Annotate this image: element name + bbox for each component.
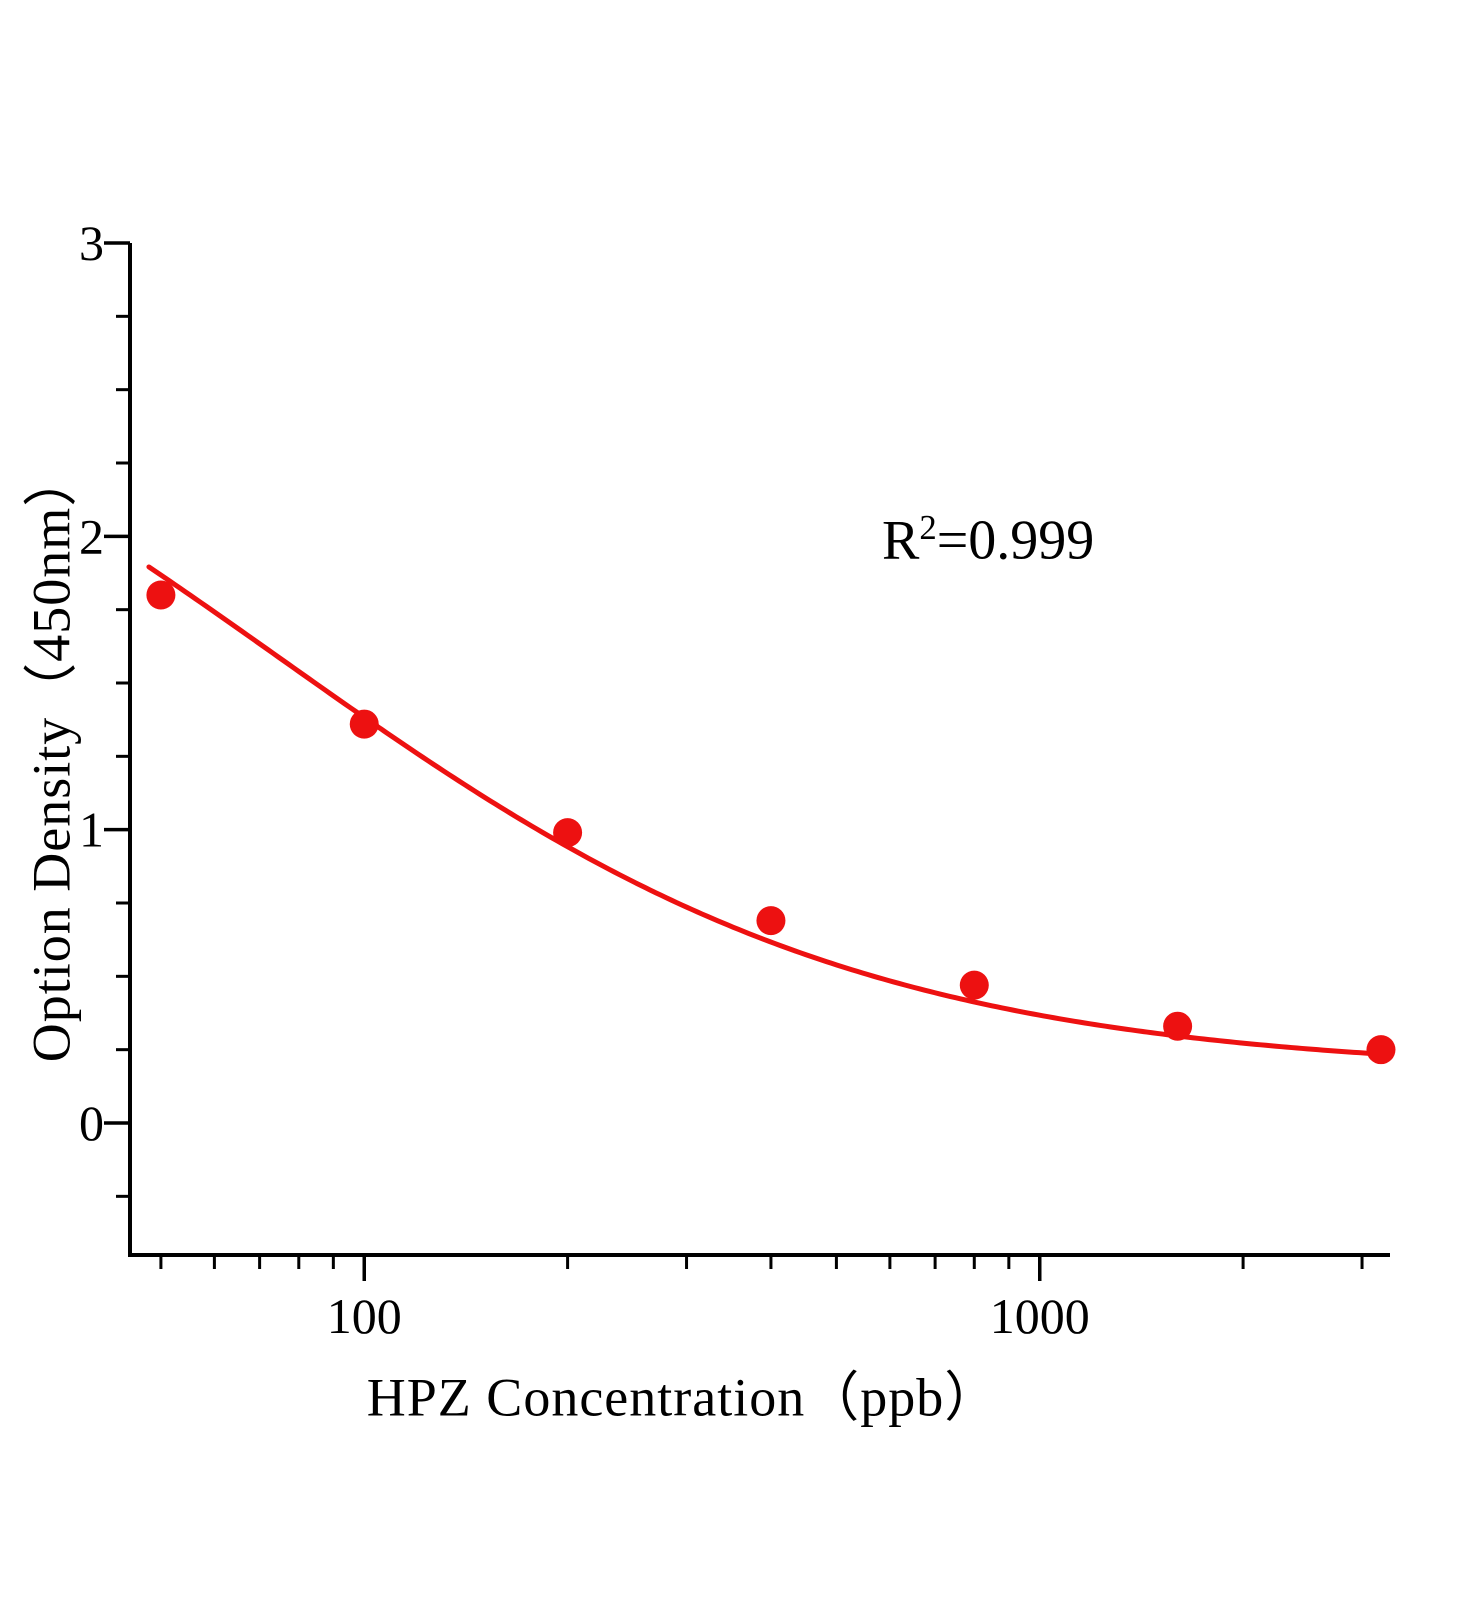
- r-squared-base: R: [882, 509, 920, 572]
- y-tick-label: 3: [79, 215, 104, 271]
- data-points: [146, 580, 1396, 1065]
- data-point: [146, 580, 176, 610]
- x-tick-label: 100: [327, 1288, 402, 1344]
- r-squared-value: =0.999: [936, 509, 1095, 572]
- y-tick-label: 1: [79, 802, 104, 858]
- data-point: [959, 970, 989, 1000]
- axis-spine: [128, 243, 1390, 1257]
- data-point: [1366, 1035, 1396, 1065]
- data-point: [349, 709, 379, 739]
- axis-ticks: [104, 241, 1364, 1281]
- r-squared-annotation: R2=0.999: [882, 508, 1094, 573]
- x-tick-label: 1000: [990, 1288, 1090, 1344]
- r-squared-superscript: 2: [919, 508, 937, 547]
- tick-labels: 0 1 2 3 100 1000: [79, 215, 1090, 1344]
- y-tick-label: 0: [79, 1095, 104, 1151]
- axis-spines: [128, 243, 1390, 1257]
- y-tick-label: 2: [79, 508, 104, 564]
- fit-curve: [146, 564, 1393, 1058]
- fit-curve-path: [146, 564, 1393, 1058]
- data-point: [553, 818, 583, 848]
- data-point: [1163, 1011, 1193, 1041]
- x-axis-title: HPZ Concentration（ppb）: [366, 1367, 1000, 1428]
- data-point: [756, 906, 786, 936]
- y-axis-title: Option Density（450nm）: [21, 451, 82, 1063]
